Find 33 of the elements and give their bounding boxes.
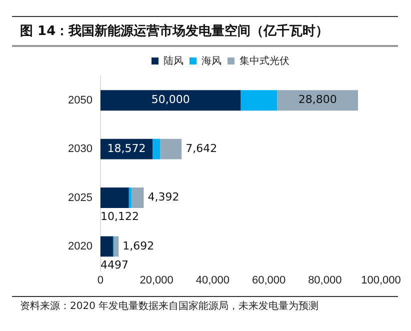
- bar: [100, 236, 114, 257]
- bar: [277, 90, 358, 111]
- data-label: 4,392: [148, 190, 180, 204]
- legend-label: 陆风: [164, 54, 184, 67]
- bar: [131, 188, 144, 208]
- x-tick-label: 20,000: [140, 274, 174, 286]
- data-label: 50,000: [151, 93, 190, 106]
- data-label: 10,122: [100, 210, 139, 223]
- data-label: 28,800: [298, 93, 337, 106]
- x-tick-label: 80,000: [308, 274, 342, 286]
- data-label: 7,642: [186, 142, 218, 155]
- text: 资料来源：2020 年发电量数据来自国家能源局，未来发电量为预测: [12, 296, 398, 314]
- x-tick-label: 0: [97, 274, 104, 286]
- x-tick-label: 100,000: [361, 274, 401, 286]
- bar: [240, 90, 278, 111]
- bar: [160, 138, 182, 160]
- legend-label: 集中式光伏: [240, 54, 290, 67]
- data-label: 4497: [100, 258, 128, 272]
- x-tick-label: 60,000: [252, 274, 286, 286]
- y-tick-label: 2020: [68, 240, 92, 252]
- y-tick-label: 2050: [68, 94, 92, 106]
- bar: [114, 236, 119, 257]
- bar: [100, 90, 241, 111]
- data-label: 1,692: [122, 239, 154, 252]
- legend-label: 海风: [202, 54, 222, 67]
- chart-title: 图 14：我国新能源运营市场发电量空间（亿千瓦时）: [12, 16, 398, 47]
- y-tick-label: 2030: [68, 143, 92, 156]
- bar: [152, 138, 160, 160]
- x-tick-label: 40,000: [196, 274, 230, 286]
- y-tick-label: 2025: [68, 192, 92, 204]
- bar: [128, 188, 132, 208]
- data-label: 18,572: [107, 142, 146, 155]
- bar: [100, 188, 129, 208]
